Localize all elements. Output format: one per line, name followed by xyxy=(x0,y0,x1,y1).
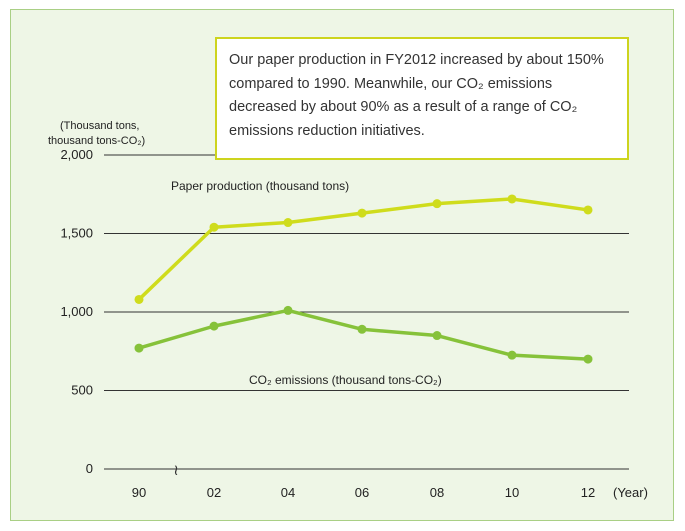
y-tick-label: 500 xyxy=(71,383,93,398)
data-point xyxy=(507,194,517,204)
gridlines xyxy=(104,154,629,470)
data-point xyxy=(357,324,367,334)
series-line-1 xyxy=(138,308,589,361)
y-axis-unit: (Thousand tons, thousand tons-CO₂) xyxy=(48,120,145,147)
x-tick-labels: 90 02 04 06 08 10 12 xyxy=(132,485,595,500)
y-tick-label: 1,500 xyxy=(60,226,93,241)
axis-break-icon: ≀ xyxy=(173,462,179,479)
series-group xyxy=(134,194,593,364)
data-point xyxy=(134,294,144,304)
data-point xyxy=(583,205,593,215)
annotation-box: Our paper production in FY2012 increased… xyxy=(215,37,629,160)
y-tick-label: 2,000 xyxy=(60,147,93,162)
x-tick-label: 04 xyxy=(281,485,295,500)
data-point xyxy=(209,321,219,331)
annotation-text: Our paper production in FY2012 increased… xyxy=(229,52,604,139)
y-tick-label: 1,000 xyxy=(60,304,93,319)
y-tick-label: 0 xyxy=(86,461,93,476)
data-point xyxy=(432,331,442,341)
y-axis-unit-line-1: (Thousand tons, xyxy=(60,120,140,132)
data-point xyxy=(432,199,442,209)
data-point xyxy=(357,208,367,218)
data-point xyxy=(507,350,517,360)
series-label-co2-emissions: CO₂ emissions (thousand tons-CO₂) xyxy=(249,373,442,387)
x-tick-label: 90 xyxy=(132,485,146,500)
x-tick-label: 10 xyxy=(505,485,519,500)
x-tick-label: 08 xyxy=(430,485,444,500)
data-point xyxy=(283,305,293,315)
x-tick-label: 06 xyxy=(355,485,369,500)
x-axis-unit: (Year) xyxy=(613,485,648,500)
series-label-paper-production: Paper production (thousand tons) xyxy=(171,179,349,193)
data-point xyxy=(583,354,593,364)
data-point xyxy=(134,343,144,353)
data-point xyxy=(209,222,219,232)
x-tick-label: 02 xyxy=(207,485,221,500)
data-point xyxy=(283,218,293,228)
y-axis-unit-line-2: thousand tons-CO₂) xyxy=(48,135,145,147)
y-tick-labels: 0 500 1,000 1,500 2,000 xyxy=(60,147,93,476)
x-tick-label: 12 xyxy=(581,485,595,500)
